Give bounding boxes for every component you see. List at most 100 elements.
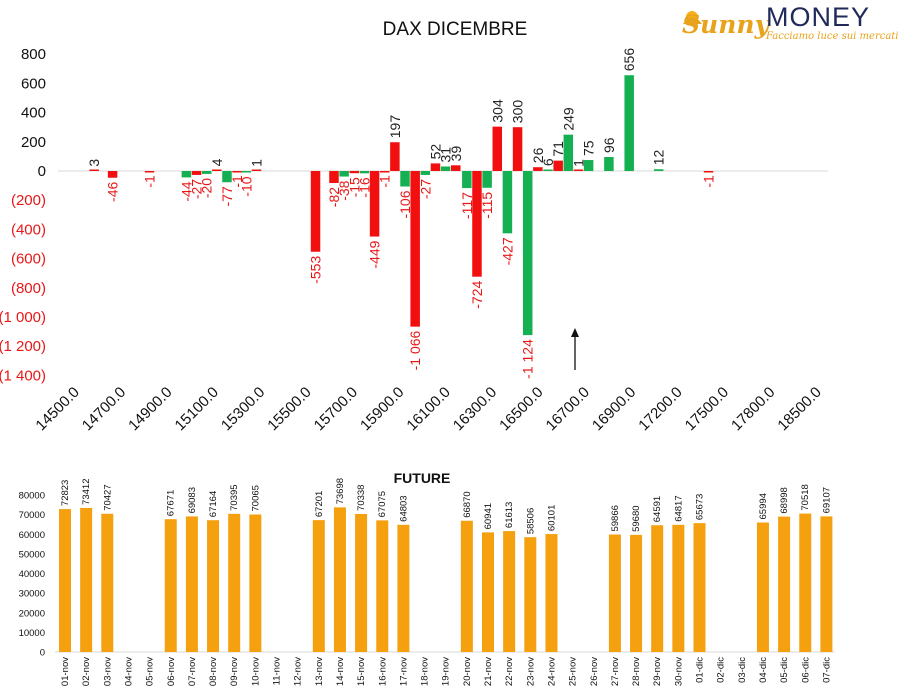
future-x-tick-label: 30-nov <box>673 657 684 686</box>
dax-y-axis: 800 600 400 200 0 (200) (400) (600) (800) (1 000)… <box>0 46 46 384</box>
dax-data-label: -77 <box>219 186 235 206</box>
dax-data-label: -44 <box>178 181 194 201</box>
dax-data-label: -449 <box>367 240 383 268</box>
dax-bar <box>212 169 222 171</box>
future-x-tick-label: 06-dic <box>800 657 811 683</box>
dax-x-tick-label: 16900.0 <box>589 384 639 434</box>
future-bar <box>545 534 558 652</box>
future-data-label: 73698 <box>335 478 346 504</box>
future-data-label: 60101 <box>546 505 557 531</box>
dax-data-label: 249 <box>560 107 576 131</box>
future-x-tick-label: 13-nov <box>314 657 325 686</box>
dax-chart: DAX DICEMBRE 800 600 400 200 0 (200) (400) (600… <box>0 19 828 434</box>
future-x-tick-label: 14-nov <box>335 657 346 686</box>
future-x-tick-label: 22-nov <box>504 657 515 686</box>
dax-y-tick-label: 400 <box>21 105 46 122</box>
dax-data-label: -82 <box>326 187 342 207</box>
dax-y-tick-label: (400) <box>11 221 46 238</box>
dax-data-label: -27 <box>417 179 433 199</box>
future-data-label: 70338 <box>356 485 367 511</box>
dax-bar <box>472 171 482 277</box>
future-y-tick-label: 70000 <box>19 510 45 521</box>
future-x-tick-label: 19-nov <box>441 657 452 686</box>
dax-x-tick-label: 17800.0 <box>728 384 778 434</box>
future-y-axis: 0 10000 20000 30000 40000 50000 60000 70000 8000… <box>19 491 45 659</box>
dax-x-tick-label: 15100.0 <box>172 384 222 434</box>
dax-bar <box>379 171 390 173</box>
future-bars <box>59 507 833 652</box>
dax-x-tick-label: 16300.0 <box>450 384 500 434</box>
future-x-tick-label: 06-nov <box>166 657 177 686</box>
future-x-tick-label: 03-dic <box>737 657 748 683</box>
future-data-label: 72823 <box>60 480 71 506</box>
future-bar <box>503 531 516 652</box>
dax-data-label: 39 <box>448 146 464 162</box>
future-y-tick-label: 50000 <box>19 549 45 560</box>
dax-y-tick-label: (200) <box>11 192 46 209</box>
dax-data-label: 6 <box>540 158 556 166</box>
future-y-tick-label: 30000 <box>19 589 45 600</box>
future-y-tick-label: 40000 <box>19 569 45 580</box>
dax-bar <box>369 171 380 237</box>
future-x-tick-label: 02-nov <box>81 657 92 686</box>
logo-word-money: MONEY <box>766 2 870 32</box>
dax-bar <box>624 75 634 171</box>
future-bar <box>80 507 93 652</box>
future-bar <box>756 522 769 652</box>
future-bar <box>101 513 114 652</box>
dax-data-label: 26 <box>530 147 546 163</box>
dax-bar <box>563 134 574 171</box>
dax-data-label: 304 <box>489 99 505 123</box>
dax-data-label: -724 <box>469 281 485 309</box>
dax-data-label: -427 <box>499 237 515 265</box>
dax-y-tick-label: (1 000) <box>0 309 46 326</box>
dax-data-label: 12 <box>651 149 667 165</box>
dax-data-label: -46 <box>105 182 121 202</box>
future-bar <box>355 513 368 652</box>
dax-bar <box>492 126 503 171</box>
dax-data-label: -1 066 <box>407 330 423 370</box>
future-data-label: 64803 <box>398 495 409 521</box>
future-bar <box>228 513 241 652</box>
future-data-label: 67075 <box>377 491 388 517</box>
dax-data-label: 75 <box>581 140 597 156</box>
dax-x-tick-label: 17500.0 <box>682 384 732 434</box>
future-data-label: 67671 <box>166 490 177 516</box>
future-data-label: 70065 <box>250 485 261 511</box>
future-data-label: 69107 <box>821 487 832 513</box>
dax-y-tick-label: 600 <box>21 75 46 92</box>
dax-x-tick-label: 16100.0 <box>403 384 453 434</box>
future-chart: FUTURE 0 10000 20000 30000 40000 50000 60000 70… <box>19 470 835 686</box>
dax-data-labels: 3-46-1-44-27-204-77-1-101-553-82-38-15-1… <box>86 48 716 379</box>
future-x-tick-label: 23-nov <box>525 657 536 686</box>
dax-bar <box>451 165 461 171</box>
dax-chart-title: DAX DICEMBRE <box>383 19 528 40</box>
future-bar <box>376 520 389 652</box>
dax-data-label: -106 <box>397 190 413 218</box>
dax-x-axis: 14500.014700.014900.015100.015300.015500… <box>32 384 824 434</box>
future-bar <box>312 520 325 652</box>
dax-bar <box>553 160 563 171</box>
dax-data-label: -20 <box>199 178 215 198</box>
dax-data-label: 656 <box>621 48 637 72</box>
dax-bar <box>107 171 118 178</box>
future-data-label: 65994 <box>758 493 769 519</box>
dax-bar <box>89 169 99 171</box>
dax-data-label: -38 <box>336 180 352 200</box>
dax-y-tick-label: 800 <box>21 46 46 63</box>
future-bar <box>185 516 198 652</box>
future-bar <box>693 523 706 652</box>
dax-bar <box>522 171 533 336</box>
future-data-label: 59680 <box>631 505 642 531</box>
dax-bar <box>232 171 242 173</box>
dax-x-tick-label: 15500.0 <box>264 384 314 434</box>
future-x-tick-label: 20-nov <box>462 657 473 686</box>
dax-data-label: -1 124 <box>520 339 536 379</box>
future-y-tick-label: 0 <box>40 648 45 659</box>
dax-bar <box>400 171 410 187</box>
future-bar <box>651 525 664 652</box>
dax-data-label: -1 <box>701 175 717 188</box>
future-x-tick-label: 16-nov <box>377 657 388 686</box>
dax-bar <box>310 171 321 252</box>
